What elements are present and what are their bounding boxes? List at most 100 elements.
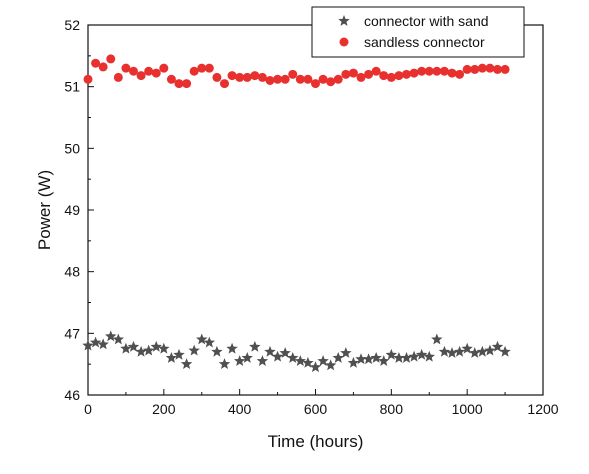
- circle-point: [439, 66, 449, 76]
- circle-point: [197, 63, 207, 73]
- star-point: [127, 340, 140, 352]
- x-tick-label-0: 0: [84, 401, 92, 417]
- star-point: [476, 345, 489, 357]
- star-point: [211, 345, 223, 357]
- star-point: [180, 358, 193, 370]
- star-point: [378, 355, 390, 366]
- circle-point: [341, 69, 351, 79]
- circle-point: [470, 64, 480, 74]
- circle-point: [273, 74, 283, 84]
- star-point: [362, 353, 375, 365]
- circle-point: [250, 71, 260, 81]
- series-connector-with-sand: [82, 330, 511, 373]
- star-point: [324, 359, 337, 371]
- star-point: [370, 352, 382, 363]
- circle-point: [432, 66, 442, 76]
- axes: 0 200 400 600 800 1000 1200 46 47 48 49 50 51 52: [64, 17, 558, 417]
- star-point: [347, 356, 360, 368]
- circle-point: [417, 66, 427, 76]
- circle-point: [182, 79, 192, 89]
- x-axis-title: Time (hours): [268, 432, 364, 451]
- star-point: [142, 344, 155, 356]
- circle-point: [462, 64, 472, 74]
- star-point: [233, 355, 246, 366]
- data-series: [82, 54, 511, 373]
- circle-point: [485, 63, 495, 73]
- circle-point: [295, 74, 305, 84]
- circle-point: [106, 54, 116, 64]
- circle-point: [83, 74, 93, 84]
- circle-point: [333, 74, 343, 84]
- x-tick-label-400: 400: [228, 401, 252, 417]
- circle-point: [189, 66, 199, 76]
- circle-point: [303, 74, 313, 84]
- star-point: [317, 355, 329, 366]
- circle-point: [318, 74, 328, 84]
- circle-point: [212, 72, 222, 82]
- star-point: [150, 340, 162, 352]
- circle-point: [174, 79, 184, 89]
- circle-point: [455, 69, 465, 79]
- circle-point: [356, 72, 366, 82]
- circle-point: [280, 74, 290, 84]
- circle-point: [227, 71, 237, 81]
- star-point: [279, 347, 291, 358]
- y-tick-label-47: 47: [64, 325, 80, 341]
- star-point: [491, 340, 504, 352]
- star-point: [400, 352, 413, 363]
- legend-marker-connector-with-sand: [338, 15, 350, 26]
- x-tick-label-800: 800: [380, 401, 404, 417]
- star-point: [431, 333, 443, 345]
- circle-point: [151, 68, 161, 78]
- circle-point: [242, 72, 252, 82]
- y-tick-label-51: 51: [64, 79, 80, 95]
- star-point: [89, 336, 102, 348]
- star-point: [423, 350, 435, 362]
- circle-point: [424, 66, 434, 76]
- star-point: [415, 348, 428, 360]
- circle-point: [166, 74, 176, 84]
- star-point: [271, 350, 284, 362]
- y-tick-label-48: 48: [64, 264, 80, 280]
- series-sandless-connector: [83, 54, 510, 89]
- y-tick-label-49: 49: [64, 202, 80, 218]
- legend-box: [311, 6, 525, 58]
- y-tick-label-50: 50: [64, 140, 80, 156]
- star-point: [264, 345, 276, 357]
- star-point: [112, 333, 125, 345]
- star-point: [332, 352, 344, 363]
- star-point: [499, 345, 511, 357]
- circle-point: [220, 79, 229, 89]
- x-tick-label-600: 600: [304, 401, 328, 417]
- circle-point: [477, 63, 487, 73]
- star-point: [469, 347, 481, 358]
- legend-label-connector-with-sand: connector with sand: [364, 13, 489, 29]
- y-axis-title: Power (W): [35, 170, 54, 250]
- star-point: [484, 344, 496, 356]
- circle-point: [394, 71, 404, 81]
- circle-point: [348, 68, 358, 78]
- star-point: [158, 342, 170, 354]
- star-point: [446, 347, 458, 358]
- circle-point: [288, 69, 298, 79]
- circle-point: [257, 72, 267, 82]
- star-point: [438, 345, 451, 357]
- star-point: [453, 345, 466, 357]
- x-tick-label-1000: 1000: [452, 401, 483, 417]
- circle-point: [98, 62, 108, 72]
- legend: connector with sand sandless connector: [311, 6, 525, 58]
- star-point: [241, 352, 253, 363]
- legend-marker-sandless-connector: [339, 37, 349, 47]
- star-point: [97, 338, 109, 350]
- star-point: [218, 358, 231, 370]
- circle-point: [159, 63, 169, 73]
- circle-point: [235, 72, 245, 82]
- circle-point: [121, 63, 131, 73]
- star-point: [196, 333, 208, 345]
- circle-point: [379, 71, 389, 81]
- y-tick-label-46: 46: [64, 387, 80, 403]
- x-tick-label-200: 200: [152, 401, 176, 417]
- circle-point: [136, 71, 146, 81]
- legend-label-sandless-connector: sandless connector: [364, 34, 485, 50]
